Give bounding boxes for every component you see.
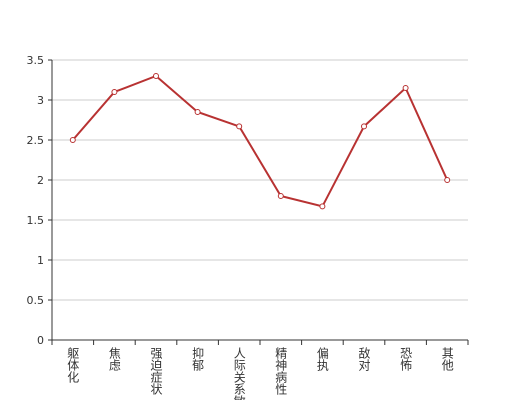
y-tick-label: 2 xyxy=(37,174,44,187)
point xyxy=(277,193,284,199)
x-tick-label: 人际关系敏感 xyxy=(232,347,246,400)
point xyxy=(319,203,326,210)
x-tick-label: 躯体化 xyxy=(66,346,80,384)
y-tick-label: 1 xyxy=(37,254,44,267)
y-tick-label: 3.5 xyxy=(27,54,45,67)
point xyxy=(69,137,76,143)
x-tick-label: 强迫症状 xyxy=(149,347,163,395)
y-tick-label: 1.5 xyxy=(27,214,45,227)
x-tick-label: 偏执 xyxy=(315,346,329,372)
y-tick-label: 0 xyxy=(37,334,44,347)
y-tick-label: 0.5 xyxy=(27,294,45,307)
y-tick-label: 2.5 xyxy=(27,134,45,147)
point xyxy=(444,177,451,183)
x-tick-label: 抑郁 xyxy=(191,346,205,372)
x-tick-label: 精神病性 xyxy=(274,347,288,396)
point xyxy=(361,123,367,130)
point xyxy=(153,73,159,79)
x-tick-label: 恐怖 xyxy=(399,347,413,371)
x-tick-label: 焦虑 xyxy=(107,347,121,371)
point xyxy=(236,123,243,130)
line xyxy=(72,74,449,208)
point xyxy=(111,89,118,95)
point xyxy=(194,109,201,115)
y-tick-label: 3 xyxy=(37,94,44,107)
x-tick-label: 其他 xyxy=(440,347,454,371)
x-tick-label: 敌对 xyxy=(357,346,371,371)
point xyxy=(402,85,409,91)
